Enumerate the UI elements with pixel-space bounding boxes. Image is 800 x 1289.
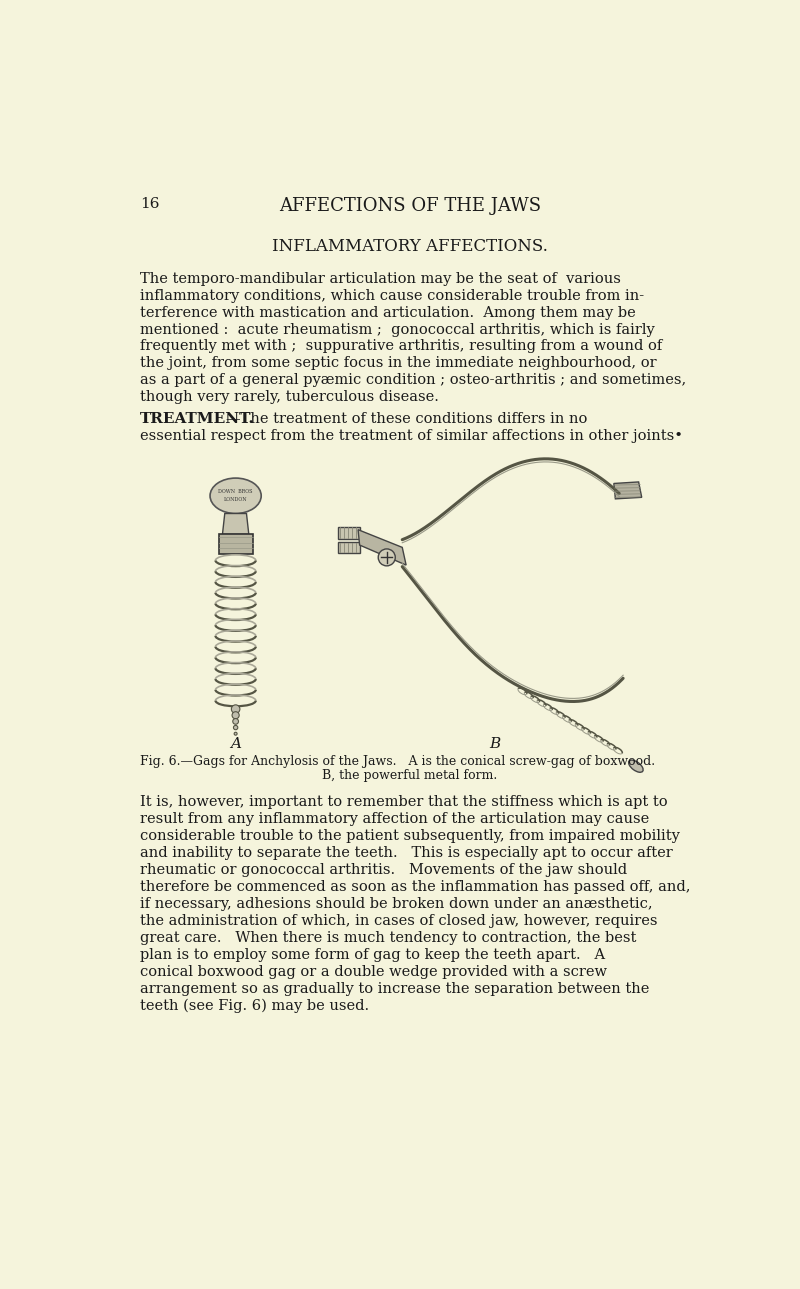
Text: B: B (490, 737, 501, 750)
Text: therefore be commenced as soon as the inflammation has passed off, and,: therefore be commenced as soon as the in… (140, 880, 690, 895)
Text: essential respect from the treatment of similar affections in other joints•: essential respect from the treatment of … (140, 429, 683, 443)
Text: DOWN  BROS: DOWN BROS (218, 489, 253, 494)
Polygon shape (614, 482, 642, 499)
Text: terference with mastication and articulation.  Among them may be: terference with mastication and articula… (140, 305, 636, 320)
Text: considerable trouble to the patient subsequently, from impaired mobility: considerable trouble to the patient subs… (140, 829, 680, 843)
Ellipse shape (210, 478, 261, 513)
Text: though very rarely, tuberculous disease.: though very rarely, tuberculous disease. (140, 391, 439, 405)
Text: It is, however, important to remember that the stiffness which is apt to: It is, however, important to remember th… (140, 795, 668, 809)
Text: B, the powerful metal form.: B, the powerful metal form. (322, 770, 498, 782)
Text: mentioned :  acute rheumatism ;  gonococcal arthritis, which is fairly: mentioned : acute rheumatism ; gonococca… (140, 322, 655, 336)
Text: the joint, from some septic focus in the immediate neighbourhood, or: the joint, from some septic focus in the… (140, 357, 657, 370)
Text: TREATMENT.: TREATMENT. (140, 412, 255, 425)
Text: rheumatic or gonococcal arthritis.   Movements of the jaw should: rheumatic or gonococcal arthritis. Movem… (140, 864, 627, 877)
Text: LONDON: LONDON (224, 498, 247, 503)
Text: conical boxwood gag or a double wedge provided with a screw: conical boxwood gag or a double wedge pr… (140, 964, 607, 978)
Text: arrangement so as gradually to increase the separation between the: arrangement so as gradually to increase … (140, 982, 650, 995)
Text: AFFECTIONS OF THE JAWS: AFFECTIONS OF THE JAWS (279, 197, 541, 215)
Text: 16: 16 (140, 197, 160, 211)
Text: the administration of which, in cases of closed jaw, however, requires: the administration of which, in cases of… (140, 914, 658, 928)
Text: and inability to separate the teeth.   This is especially apt to occur after: and inability to separate the teeth. Thi… (140, 846, 673, 860)
Circle shape (234, 732, 237, 735)
Circle shape (378, 549, 395, 566)
Polygon shape (338, 527, 360, 539)
Text: as a part of a general pyæmic condition ; osteo-arthritis ; and sometimes,: as a part of a general pyæmic condition … (140, 374, 686, 388)
Polygon shape (222, 513, 249, 534)
Text: —The treatment of these conditions differs in no: —The treatment of these conditions diffe… (226, 412, 587, 425)
Polygon shape (218, 534, 253, 553)
Polygon shape (358, 530, 406, 565)
Circle shape (231, 705, 240, 713)
Text: Fig. 6.—Gags for Anchylosis of the Jaws.   A is the conical screw-gag of boxwood: Fig. 6.—Gags for Anchylosis of the Jaws.… (140, 755, 655, 768)
Text: great care.   When there is much tendency to contraction, the best: great care. When there is much tendency … (140, 931, 637, 945)
Circle shape (233, 718, 238, 724)
Text: plan is to employ some form of gag to keep the teeth apart.   A: plan is to employ some form of gag to ke… (140, 947, 606, 962)
Text: teeth (see Fig. 6) may be used.: teeth (see Fig. 6) may be used. (140, 999, 370, 1013)
Text: if necessary, adhesions should be broken down under an anæsthetic,: if necessary, adhesions should be broken… (140, 897, 653, 911)
Text: result from any inflammatory affection of the articulation may cause: result from any inflammatory affection o… (140, 812, 650, 826)
Circle shape (232, 712, 239, 719)
Polygon shape (338, 541, 360, 553)
Text: inflammatory conditions, which cause considerable trouble from in-: inflammatory conditions, which cause con… (140, 289, 645, 303)
Text: INFLAMMATORY AFFECTIONS.: INFLAMMATORY AFFECTIONS. (272, 238, 548, 255)
Circle shape (234, 726, 238, 730)
Text: The temporo-mandibular articulation may be the seat of  various: The temporo-mandibular articulation may … (140, 272, 621, 286)
Text: A: A (230, 737, 241, 750)
Ellipse shape (629, 761, 643, 772)
Text: frequently met with ;  suppurative arthritis, resulting from a wound of: frequently met with ; suppurative arthri… (140, 339, 662, 353)
